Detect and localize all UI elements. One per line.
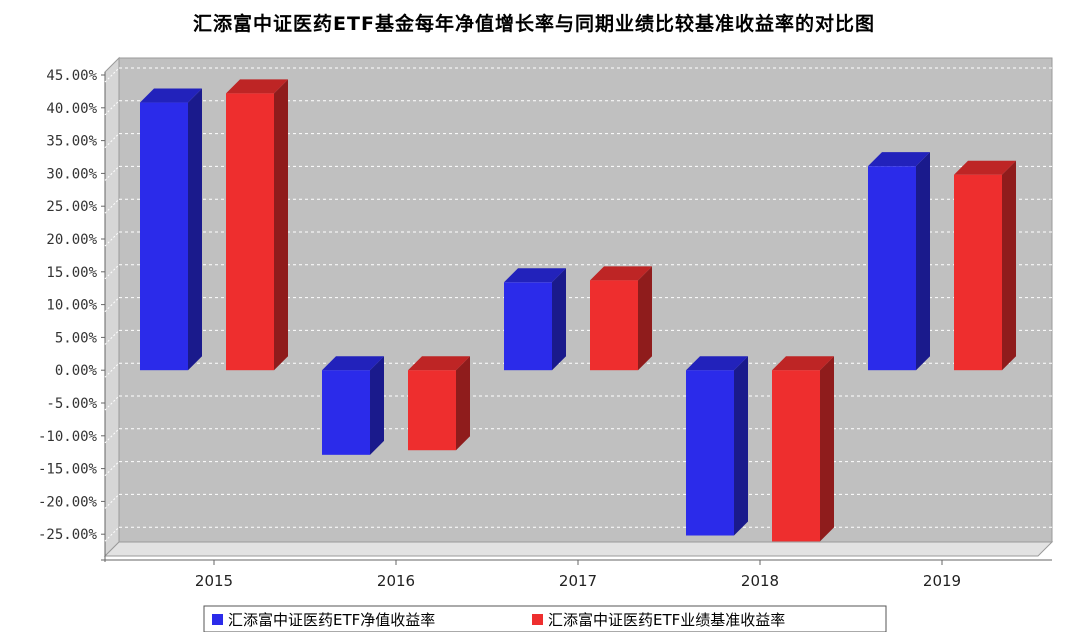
grid-line-side: [104, 526, 120, 542]
y-tick-label: 35.00%: [46, 134, 97, 150]
grid-line-side: [104, 198, 120, 214]
bar-2017-series-1: [504, 268, 566, 371]
bar-front: [322, 370, 370, 455]
grid-line-side: [104, 100, 120, 116]
bar-side: [552, 268, 566, 371]
bar-2017-series-2: [590, 266, 652, 371]
grid-line-side: [104, 362, 120, 378]
y-tick-label: -15.00%: [38, 462, 98, 478]
bar-front: [504, 282, 552, 371]
y-tick-label: 0.00%: [55, 363, 98, 379]
bar-side: [456, 356, 470, 451]
bar-2016-series-1: [322, 356, 384, 455]
bar-top: [590, 266, 652, 281]
grid-line-side: [104, 494, 120, 509]
x-tick-label: 2016: [377, 572, 415, 590]
bar-front: [140, 102, 188, 371]
y-tick-label: -5.00%: [46, 396, 97, 412]
bar-side: [1002, 160, 1016, 371]
bar-front: [590, 280, 638, 371]
grid-line-side: [104, 395, 120, 411]
grid-line-side: [104, 264, 120, 280]
bar-top: [686, 356, 748, 371]
legend-box: [203, 605, 887, 632]
bar-top: [868, 152, 930, 167]
bar-2016-series-2: [408, 356, 470, 451]
plot-floor: [103, 541, 1054, 557]
bar-2018-series-2: [772, 356, 834, 542]
bar-side: [734, 356, 748, 536]
y-tick-label: -25.00%: [38, 527, 98, 543]
x-axis-ticks: 2015 2016 2017 2018 2019: [195, 560, 961, 590]
bar-side: [370, 356, 384, 455]
y-tick-label: -20.00%: [38, 494, 98, 510]
bar-2018-series-1: [686, 356, 748, 536]
bar-side: [820, 356, 834, 542]
bar-top: [408, 356, 470, 371]
x-tick-label: 2018: [741, 572, 779, 590]
bar-side: [916, 152, 930, 371]
grid-line-side: [104, 231, 120, 247]
bar-front: [772, 370, 820, 542]
y-tick-label: 20.00%: [46, 232, 97, 248]
bar-front: [408, 370, 456, 451]
x-tick-label: 2017: [559, 572, 597, 590]
legend: 汇添富中证医药ETF净值收益率 汇添富中证医药ETF业绩基准收益率: [203, 605, 887, 632]
bars: [140, 79, 1016, 542]
grid-line-side: [104, 67, 120, 83]
bar-top: [954, 160, 1016, 175]
y-axis-ticks: 45.00% 40.00% 35.00% 30.00% 25.00% 20.00% 15.0…: [38, 68, 105, 543]
bar-side: [638, 266, 652, 371]
grid-line-side: [104, 428, 120, 444]
bar-side: [188, 88, 202, 371]
bar-top: [504, 268, 566, 283]
y-tick-label: 25.00%: [46, 199, 97, 215]
bar-2015-series-2: [226, 79, 288, 371]
bar-2019-series-2: [954, 160, 1016, 371]
grid-line-side: [104, 330, 120, 345]
bar-side: [274, 79, 288, 371]
bar-front: [686, 370, 734, 536]
bar-top: [140, 88, 202, 103]
bar-front: [954, 174, 1002, 371]
y-tick-label: 30.00%: [46, 166, 97, 182]
y-tick-label: -10.00%: [38, 429, 98, 445]
bar-top: [322, 356, 384, 371]
grid-line-side: [104, 297, 120, 312]
y-tick-label: 10.00%: [46, 298, 97, 314]
legend-swatch-series-1: [212, 614, 223, 625]
x-tick-label: 2015: [195, 572, 233, 590]
y-tick-label: 15.00%: [46, 265, 97, 281]
grid-lines: [104, 67, 1052, 542]
bar-top: [226, 79, 288, 94]
bar-2015-series-1: [140, 88, 202, 371]
legend-label-series-2: 汇添富中证医药ETF业绩基准收益率: [548, 611, 785, 629]
legend-swatch-series-2: [532, 614, 543, 625]
grid-line-side: [104, 133, 120, 148]
y-tick-label: 40.00%: [46, 101, 97, 117]
x-tick-label: 2019: [923, 572, 961, 590]
grid-line-side: [104, 461, 120, 476]
bar-2019-series-1: [868, 152, 930, 371]
y-tick-label: 5.00%: [55, 330, 98, 346]
bar-top: [772, 356, 834, 371]
bar-front: [226, 93, 274, 371]
legend-label-series-1: 汇添富中证医药ETF净值收益率: [228, 611, 435, 629]
y-tick-label: 45.00%: [46, 68, 97, 84]
grid-line-side: [104, 166, 120, 181]
plot-left-wall: [104, 56, 120, 558]
bar-front: [868, 166, 916, 371]
chart-title: 汇添富中证医药ETF基金每年净值增长率与同期业绩比较基准收益率的对比图: [193, 12, 875, 35]
